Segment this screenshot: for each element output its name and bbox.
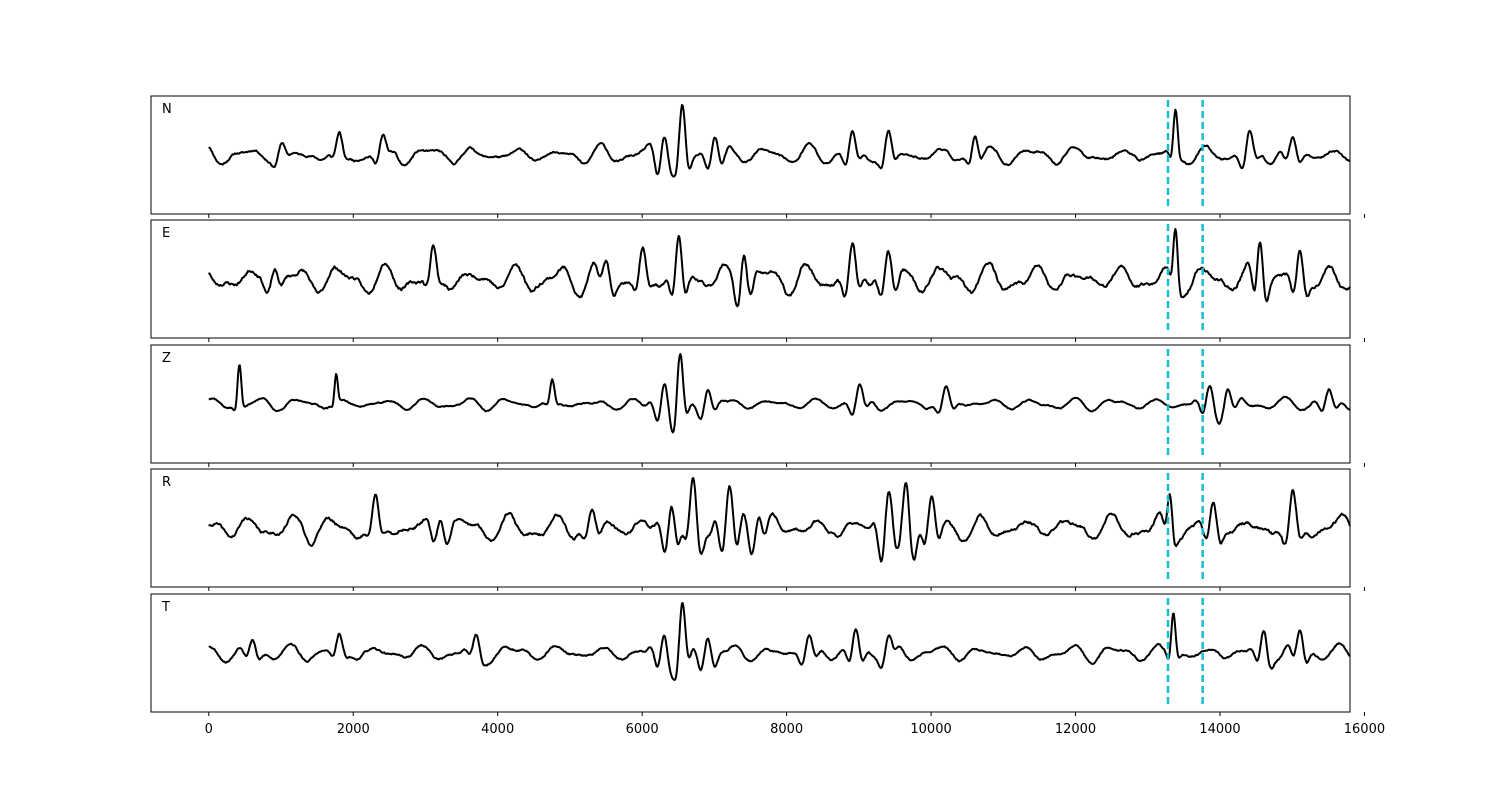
panel-label-z: Z (162, 351, 171, 366)
panel-label-e: E (162, 226, 170, 241)
panel-frame (150, 593, 1351, 713)
x-tick-label: 12000 (1055, 722, 1096, 737)
panel-n: N (150, 95, 1365, 218)
panel-frame (150, 468, 1351, 588)
panel-e: E (150, 219, 1365, 342)
panel-frame (150, 344, 1351, 464)
x-tick-label: 8000 (770, 722, 803, 737)
x-tick-label: 14000 (1199, 722, 1240, 737)
x-tick-label: 6000 (626, 722, 659, 737)
panel-label-n: N (162, 102, 172, 117)
panel-frame (150, 219, 1351, 339)
x-tick-label: 0 (205, 722, 213, 737)
panel-frame (150, 95, 1351, 215)
x-tick-label: 4000 (481, 722, 514, 737)
panel-label-t: T (161, 600, 170, 615)
waveform-trace-z (208, 353, 1351, 434)
x-tick-label: 10000 (910, 722, 951, 737)
panel-z: Z (150, 344, 1365, 467)
x-tick-label: 2000 (337, 722, 370, 737)
waveform-trace-e (207, 228, 1351, 308)
x-tick-label: 16000 (1344, 722, 1385, 737)
waveform-trace-n (208, 104, 1351, 178)
panel-label-r: R (162, 475, 171, 490)
panel-t: T (150, 593, 1365, 716)
waveform-trace-r (208, 477, 1351, 563)
waveform-trace-t (208, 602, 1351, 681)
panel-r: R (150, 468, 1365, 591)
